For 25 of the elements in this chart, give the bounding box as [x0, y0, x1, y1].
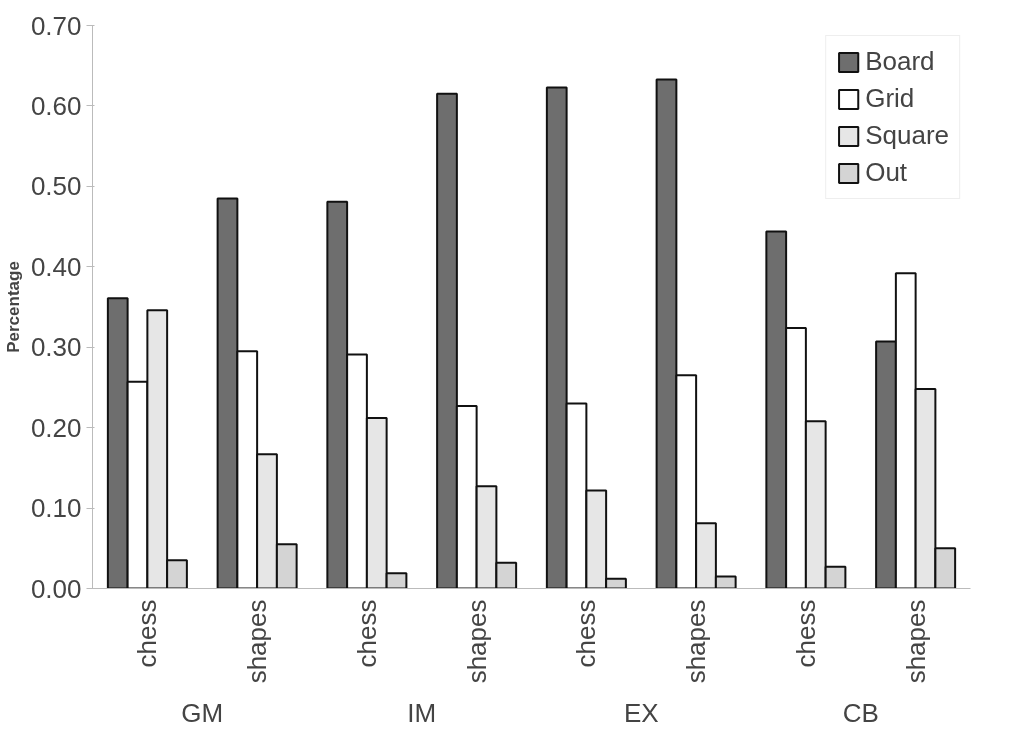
x-tick-label: shapes [681, 599, 712, 684]
text: IM [407, 697, 437, 728]
x-tick-label: shapes [900, 599, 931, 684]
x-tick-label: chess [790, 599, 821, 668]
legend-label: Square [865, 120, 949, 151]
y-tick-label: 0.50 [30, 171, 82, 202]
text: CB [842, 697, 879, 728]
y-tick-label: 0.30 [30, 332, 82, 363]
y-tick-label: 0.60 [30, 90, 82, 121]
legend-label: Board [865, 46, 935, 77]
y-tick-label: 0.00 [30, 573, 82, 604]
text: EX [623, 697, 659, 728]
x-tick-label: shapes [242, 599, 273, 684]
x-tick-label: chess [351, 599, 382, 668]
y-tick-label: 0.20 [30, 412, 82, 443]
y-tick-label: 0.40 [30, 251, 82, 282]
legend-label: Grid [865, 83, 915, 114]
legend-label: Out [865, 157, 908, 188]
x-tick-label: chess [132, 599, 163, 668]
x-tick-label: shapes [461, 599, 492, 684]
text: GM [181, 697, 224, 728]
x-tick-label: chess [571, 599, 602, 668]
y-tick-label: 0.70 [30, 10, 82, 41]
y-axis-title: Percentage [3, 261, 23, 353]
y-tick-label: 0.10 [30, 493, 82, 524]
